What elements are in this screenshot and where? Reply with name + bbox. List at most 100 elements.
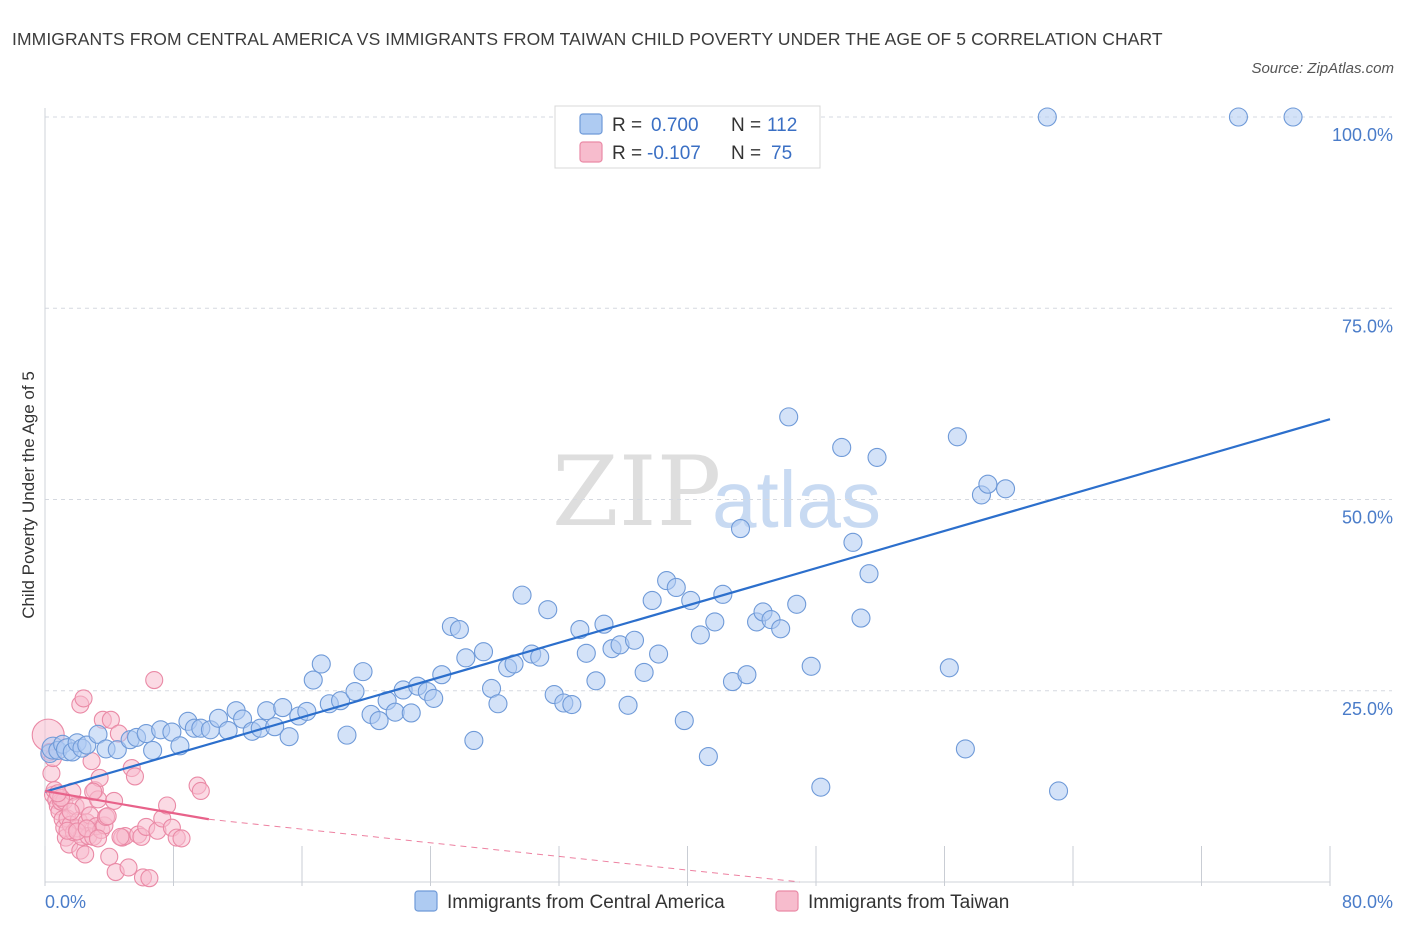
central-america-point: [690, 625, 710, 645]
central-america-point: [512, 585, 532, 605]
central-america-point: [337, 725, 357, 745]
central-america-point: [311, 654, 331, 674]
central-america-point: [570, 619, 590, 640]
legend-label-central-america: Immigrants from Central America: [447, 892, 725, 913]
x-tick-label-min: 0.0%: [45, 892, 86, 912]
legend-swatch-taiwan: [775, 890, 799, 912]
central-america-point: [730, 519, 751, 539]
central-america-point: [279, 727, 299, 747]
central-america-point: [456, 648, 476, 668]
trend-lines: [44, 418, 1331, 883]
central-america-point: [698, 746, 718, 767]
chart-title: IMMIGRANTS FROM CENTRAL AMERICA VS IMMIG…: [12, 29, 1163, 49]
taiwan-point: [61, 802, 80, 821]
central-america-point: [88, 724, 108, 744]
stats-r-value-1: 0.700: [651, 115, 699, 136]
stats-n-value-2: 75: [771, 143, 792, 164]
stats-r-value-2: -0.107: [647, 143, 701, 164]
central-america-point: [369, 711, 389, 731]
stats-swatch-pink: [579, 141, 603, 163]
taiwan-point: [191, 781, 210, 801]
central-america-point: [674, 711, 694, 731]
central-america-trend-line: [44, 418, 1331, 793]
central-america-point: [1283, 107, 1303, 127]
central-america-point: [424, 688, 444, 708]
central-america-point: [859, 564, 879, 584]
central-america-point: [624, 630, 645, 650]
taiwan-point: [172, 829, 191, 848]
taiwan-trend-line-extension: [208, 818, 800, 883]
central-america-point: [297, 701, 317, 721]
taiwan-point: [76, 845, 95, 864]
stats-r-label-1: R =: [612, 115, 642, 136]
central-america-point: [473, 642, 494, 662]
central-america-point: [705, 612, 725, 632]
stats-n-label-1: N =: [731, 115, 761, 136]
central-america-point: [618, 695, 638, 715]
taiwan-point: [100, 847, 119, 866]
central-america-point: [832, 437, 852, 458]
taiwan-point: [119, 858, 138, 877]
central-america-point: [303, 670, 323, 690]
central-america-point: [1228, 107, 1248, 127]
central-america-point: [345, 681, 365, 702]
watermark-zip: ZIP: [552, 436, 721, 548]
taiwan-point: [98, 807, 117, 826]
central-america-point: [843, 532, 863, 552]
central-america-points: [40, 107, 1303, 801]
x-tick-label-max: 80.0%: [1342, 892, 1393, 912]
central-america-point: [257, 701, 277, 721]
taiwan-point: [88, 829, 108, 848]
central-america-point: [779, 407, 799, 427]
stats-box: R = 0.700 N = 112 R = -0.107 N = 75: [554, 105, 821, 169]
central-america-point: [353, 662, 373, 682]
taiwan-points: [31, 670, 210, 888]
stats-swatch-blue: [579, 113, 603, 135]
central-america-point: [1037, 107, 1057, 127]
taiwan-trend-line: [44, 789, 210, 821]
stats-n-value-1: 112: [767, 115, 797, 136]
central-america-point: [995, 479, 1016, 499]
y-tick-label: 75.0%: [1342, 316, 1393, 336]
y-tick-label: 50.0%: [1342, 508, 1393, 528]
stats-n-label-2: N =: [731, 143, 761, 164]
taiwan-point: [74, 689, 93, 708]
central-america-point: [642, 590, 662, 611]
central-america-point: [464, 730, 484, 751]
central-america-point: [955, 739, 975, 759]
central-america-point: [939, 658, 959, 678]
central-america-point: [273, 698, 293, 718]
y-tick-labels: 25.0% 50.0% 75.0% 100.0%: [1332, 125, 1393, 719]
central-america-point: [787, 594, 807, 614]
central-america-point: [947, 427, 967, 447]
central-america-point: [538, 600, 558, 620]
taiwan-point: [140, 869, 159, 888]
central-america-point: [634, 662, 654, 682]
central-america-point: [488, 694, 508, 714]
taiwan-point: [125, 767, 144, 786]
legend-swatch-central-america: [414, 890, 438, 912]
stats-r-label-2: R =: [612, 143, 642, 164]
central-america-point: [737, 665, 757, 685]
central-america-point: [385, 702, 405, 722]
legend: Immigrants from Central America Immigran…: [414, 890, 1009, 913]
central-america-point: [586, 671, 606, 691]
central-america-point: [771, 619, 791, 639]
source-credit: Source: ZipAtlas.com: [1251, 60, 1394, 77]
legend-label-taiwan: Immigrants from Taiwan: [808, 892, 1009, 913]
central-america-point: [576, 643, 596, 663]
taiwan-point: [145, 670, 164, 690]
gridlines: [45, 116, 1392, 692]
taiwan-point: [111, 827, 130, 846]
central-america-point: [666, 577, 686, 598]
central-america-point: [562, 694, 582, 715]
central-america-point: [978, 474, 998, 494]
taiwan-point: [42, 764, 61, 783]
central-america-point: [811, 777, 831, 797]
central-america-point: [649, 644, 669, 664]
central-america-point: [801, 656, 821, 676]
taiwan-point: [158, 796, 177, 815]
y-axis-label: Child Poverty Under the Age of 5: [19, 371, 38, 619]
central-america-point: [107, 740, 127, 760]
